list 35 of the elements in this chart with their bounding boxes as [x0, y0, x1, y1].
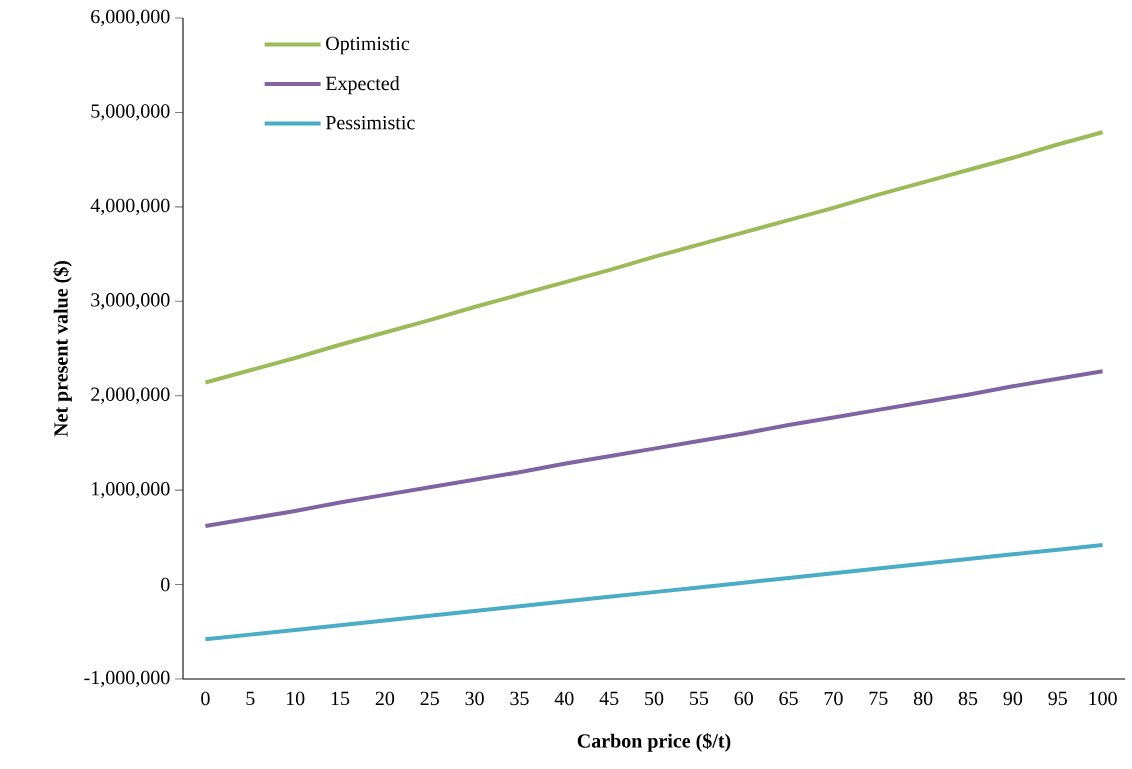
- y-tick-label: 6,000,000: [91, 9, 170, 27]
- y-axis-title: Net present value ($): [53, 261, 72, 437]
- x-tick-label: 35: [510, 691, 529, 706]
- x-tick-label: 0: [201, 691, 210, 706]
- x-tick-label: 45: [599, 691, 619, 706]
- line-series: [203, 130, 1105, 385]
- x-tick-label: 95: [1048, 691, 1067, 706]
- x-tick-label: 20: [375, 691, 395, 706]
- x-tick-label: 10: [286, 691, 305, 706]
- y-tick-label: 2,000,000: [91, 387, 170, 404]
- y-tick-label: 0: [161, 577, 170, 592]
- x-tick-label: 15: [331, 691, 350, 706]
- x-tick-label: 30: [465, 691, 484, 706]
- y-tick-label: 4,000,000: [90, 198, 170, 216]
- x-tick-label: 90: [1003, 691, 1023, 706]
- x-tick-label: 65: [779, 691, 798, 706]
- x-tick-label: 55: [690, 691, 709, 705]
- x-tick-label: 60: [734, 691, 753, 706]
- x-tick-label: 75: [869, 691, 888, 705]
- x-tick-label: 50: [645, 691, 664, 706]
- legend-label: Expected: [325, 76, 400, 95]
- x-axis-title: Carbon price ($/t): [577, 733, 731, 752]
- x-tick-label: 5: [246, 691, 255, 705]
- y-tick-label: 5,000,000: [91, 104, 170, 121]
- legend-label: Optimistic: [326, 36, 410, 55]
- x-tick-label: 25: [420, 691, 439, 706]
- y-tick-label: -1,000,000: [84, 670, 170, 688]
- x-tick-label: 100: [1089, 691, 1117, 706]
- x-tick-label: 40: [554, 691, 574, 706]
- y-tick-label: 1,000,000: [92, 481, 170, 499]
- x-tick-label: 80: [913, 691, 933, 706]
- x-tick-label: 85: [958, 691, 978, 706]
- y-tick-label: 3,000,000: [91, 293, 170, 310]
- x-tick-label: 70: [824, 691, 843, 706]
- legend-label: Pessimistic: [325, 115, 415, 130]
